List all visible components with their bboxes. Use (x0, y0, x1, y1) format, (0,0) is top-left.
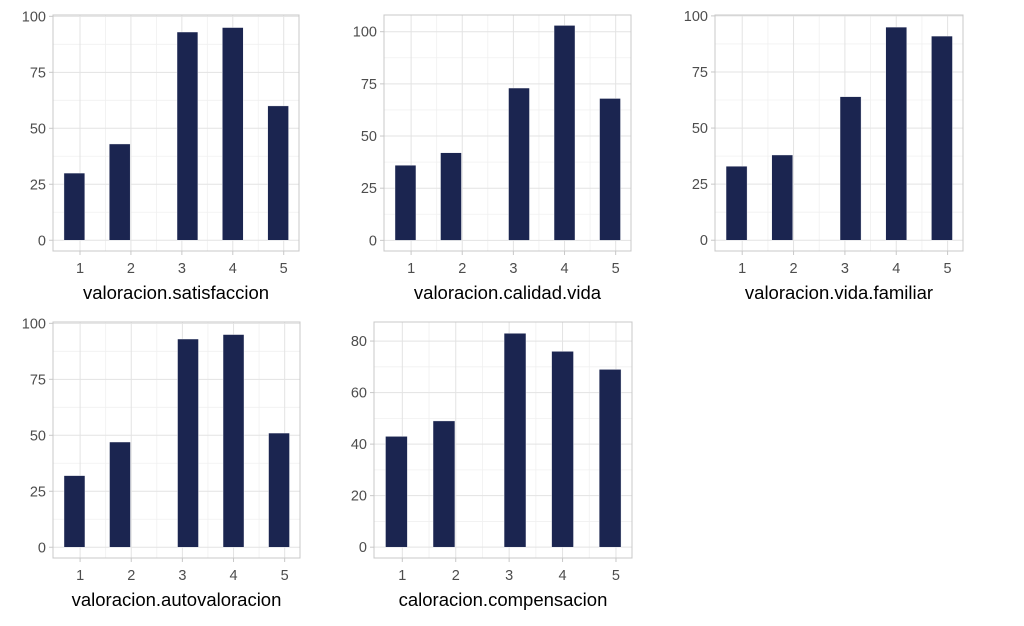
bar-4 (885, 26, 907, 241)
x-tick-label: 3 (178, 568, 186, 584)
panel-border (383, 14, 632, 252)
y-tick-label: 40 (351, 437, 367, 453)
x-tick-label: 2 (790, 261, 798, 277)
chart-panel-3: 0 25 50 75 100 1 2 3 4 5 valoracion.vida.familiar (684, 9, 964, 303)
y-tick-label: 75 (692, 65, 708, 81)
panel-background (715, 15, 963, 251)
y-tick-label: 0 (359, 540, 367, 556)
panel-background (384, 15, 631, 251)
chart-panel-4: 0 25 50 75 100 1 2 3 4 5 valoracion.autovaloracion (22, 316, 301, 610)
bar-3 (503, 333, 527, 548)
x-axis-title: valoracion.vida.familiar (745, 282, 933, 303)
bar-2 (109, 143, 131, 241)
x-axis-title: caloracion.compensacion (399, 589, 608, 610)
x-tick-label: 4 (559, 568, 567, 584)
x-tick-label: 5 (612, 261, 620, 277)
y-tick-label: 0 (38, 540, 46, 556)
y-tick-label: 50 (30, 428, 46, 444)
y-tick-label: 25 (30, 177, 46, 193)
y-tick-label: 50 (30, 121, 46, 137)
y-tick-label: 75 (361, 77, 377, 93)
y-tick-label: 0 (38, 233, 46, 249)
panel-background (53, 15, 299, 251)
x-axis-title: valoracion.satisfaccion (83, 282, 269, 303)
x-tick-label: 1 (738, 261, 746, 277)
bar-1 (385, 436, 408, 548)
x-tick-label: 3 (841, 261, 849, 277)
y-tick-label: 100 (684, 9, 708, 25)
x-tick-label: 5 (612, 568, 620, 584)
x-tick-label: 1 (407, 261, 415, 277)
x-tick-label: 1 (76, 261, 84, 277)
y-tick-label: 25 (692, 177, 708, 193)
x-tick-label: 5 (944, 261, 952, 277)
y-tick-label: 20 (351, 489, 367, 505)
bar-3 (176, 31, 199, 241)
y-tick-label: 100 (22, 316, 46, 332)
x-tick-label: 3 (509, 261, 517, 277)
bar-1 (63, 172, 86, 241)
x-tick-label: 4 (229, 261, 237, 277)
y-tick-label: 25 (361, 181, 377, 197)
bar-1 (63, 475, 86, 548)
y-tick-label: 75 (30, 65, 46, 81)
bar-2 (432, 420, 456, 548)
x-tick-label: 2 (127, 261, 135, 277)
bar-1 (725, 166, 748, 241)
bar-2 (771, 154, 793, 241)
x-tick-label: 4 (892, 261, 900, 277)
y-tick-label: 0 (700, 233, 708, 249)
x-tick-label: 2 (452, 568, 460, 584)
panel-border (52, 14, 300, 252)
bar-5 (268, 432, 290, 548)
panel-border (714, 14, 964, 252)
bar-5 (599, 98, 621, 241)
x-tick-label: 3 (505, 568, 513, 584)
bar-2 (109, 441, 131, 548)
y-tick-label: 100 (353, 25, 377, 41)
x-tick-label: 1 (398, 568, 406, 584)
y-tick-label: 25 (30, 484, 46, 500)
x-tick-label: 4 (560, 261, 568, 277)
y-tick-label: 0 (369, 233, 377, 249)
y-tick-label: 50 (361, 129, 377, 145)
x-tick-label: 5 (280, 261, 288, 277)
chart-panel-2: 0 25 50 75 100 1 2 3 4 5 valoracion.calidad.vida (353, 14, 632, 303)
bar-5 (267, 105, 289, 241)
bar-3 (508, 87, 530, 241)
x-tick-label: 1 (76, 568, 84, 584)
bar-4 (553, 25, 576, 241)
x-tick-label: 2 (127, 568, 135, 584)
chart-panel-1: 0 25 50 75 100 1 2 3 4 5 valoracion.satisfaccion (22, 9, 300, 303)
bar-4 (222, 334, 245, 548)
bar-5 (598, 369, 622, 548)
x-tick-label: 5 (281, 568, 289, 584)
y-tick-label: 60 (351, 386, 367, 402)
y-tick-label: 50 (692, 121, 708, 137)
bar-3 (839, 96, 862, 241)
panel-background (374, 322, 632, 558)
x-tick-label: 2 (458, 261, 466, 277)
bar-4 (551, 351, 574, 548)
panel-border (52, 321, 301, 559)
bar-2 (440, 152, 462, 241)
bar-3 (177, 338, 199, 548)
x-tick-label: 4 (229, 568, 237, 584)
y-tick-label: 80 (351, 334, 367, 350)
x-tick-label: 3 (178, 261, 186, 277)
y-tick-label: 100 (22, 9, 46, 25)
panel-background (53, 322, 300, 558)
bar-4 (222, 27, 244, 241)
bar-1 (394, 165, 417, 241)
y-tick-label: 75 (30, 372, 46, 388)
panel-border (373, 321, 633, 559)
bar-5 (931, 35, 953, 241)
x-axis-title: valoracion.autovaloracion (72, 589, 282, 610)
x-axis-title: valoracion.calidad.vida (414, 282, 602, 303)
